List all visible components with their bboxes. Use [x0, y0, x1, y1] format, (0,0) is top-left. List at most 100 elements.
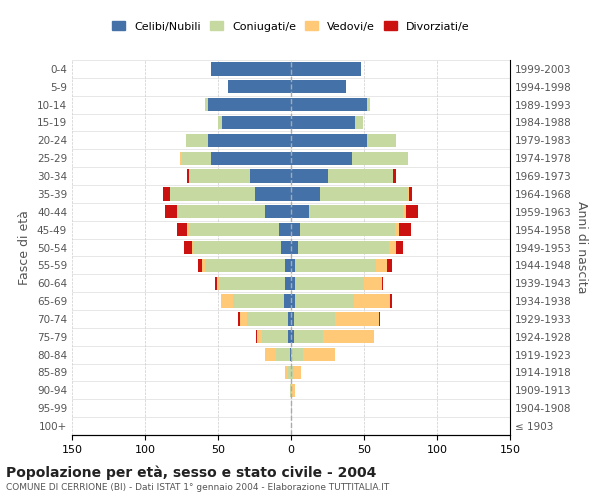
- Bar: [291, 258, 295, 272]
- Bar: [292, 384, 295, 397]
- Bar: [288, 330, 291, 344]
- Bar: [192, 241, 193, 254]
- Bar: [403, 205, 406, 218]
- Bar: [291, 134, 367, 147]
- Bar: [355, 116, 362, 129]
- Bar: [367, 98, 370, 112]
- Bar: [290, 384, 291, 397]
- Bar: [265, 205, 291, 218]
- Bar: [408, 187, 409, 200]
- Bar: [291, 348, 302, 362]
- Bar: [291, 80, 346, 94]
- Bar: [184, 241, 192, 254]
- Bar: [247, 312, 288, 326]
- Bar: [211, 62, 291, 76]
- Bar: [328, 170, 393, 183]
- Bar: [291, 366, 294, 379]
- Bar: [300, 223, 395, 236]
- Bar: [382, 276, 383, 290]
- Bar: [223, 116, 291, 129]
- Bar: [379, 312, 380, 326]
- Bar: [288, 312, 291, 326]
- Bar: [281, 241, 291, 254]
- Bar: [256, 330, 257, 344]
- Bar: [291, 402, 292, 415]
- Bar: [291, 294, 295, 308]
- Bar: [250, 170, 291, 183]
- Bar: [280, 223, 291, 236]
- Bar: [262, 330, 288, 344]
- Bar: [170, 187, 254, 200]
- Bar: [187, 170, 189, 183]
- Bar: [294, 312, 335, 326]
- Bar: [295, 258, 376, 272]
- Bar: [211, 152, 291, 165]
- Bar: [367, 134, 396, 147]
- Text: Popolazione per età, sesso e stato civile - 2004: Popolazione per età, sesso e stato civil…: [6, 465, 376, 479]
- Bar: [291, 116, 355, 129]
- Bar: [284, 294, 291, 308]
- Bar: [291, 330, 294, 344]
- Bar: [197, 258, 202, 272]
- Bar: [218, 116, 223, 129]
- Bar: [294, 366, 301, 379]
- Bar: [220, 276, 285, 290]
- Bar: [277, 348, 290, 362]
- Bar: [233, 294, 284, 308]
- Bar: [302, 348, 335, 362]
- Bar: [257, 330, 262, 344]
- Bar: [254, 187, 291, 200]
- Bar: [208, 98, 291, 112]
- Bar: [395, 223, 399, 236]
- Bar: [189, 223, 280, 236]
- Bar: [288, 366, 291, 379]
- Bar: [285, 276, 291, 290]
- Bar: [177, 205, 265, 218]
- Bar: [291, 187, 320, 200]
- Bar: [320, 187, 408, 200]
- Y-axis label: Anni di nascita: Anni di nascita: [575, 201, 588, 294]
- Bar: [295, 276, 364, 290]
- Bar: [291, 384, 292, 397]
- Bar: [285, 366, 288, 379]
- Bar: [396, 241, 403, 254]
- Bar: [177, 223, 187, 236]
- Bar: [388, 258, 392, 272]
- Bar: [393, 170, 396, 183]
- Bar: [182, 152, 211, 165]
- Bar: [406, 205, 418, 218]
- Bar: [202, 258, 205, 272]
- Bar: [291, 62, 361, 76]
- Bar: [323, 330, 374, 344]
- Y-axis label: Fasce di età: Fasce di età: [19, 210, 31, 285]
- Bar: [180, 152, 182, 165]
- Bar: [354, 294, 390, 308]
- Bar: [208, 134, 291, 147]
- Bar: [409, 187, 412, 200]
- Bar: [294, 330, 323, 344]
- Bar: [205, 98, 208, 112]
- Bar: [240, 312, 247, 326]
- Bar: [189, 170, 250, 183]
- Bar: [221, 294, 233, 308]
- Bar: [291, 276, 295, 290]
- Bar: [238, 312, 240, 326]
- Bar: [291, 170, 328, 183]
- Bar: [364, 276, 382, 290]
- Legend: Celibi/Nubili, Coniugati/e, Vedovi/e, Divorziati/e: Celibi/Nubili, Coniugati/e, Vedovi/e, Di…: [108, 17, 474, 36]
- Bar: [298, 241, 389, 254]
- Bar: [166, 205, 177, 218]
- Bar: [399, 223, 411, 236]
- Bar: [285, 258, 291, 272]
- Bar: [291, 205, 308, 218]
- Bar: [291, 98, 367, 112]
- Bar: [291, 241, 298, 254]
- Bar: [291, 152, 352, 165]
- Text: COMUNE DI CERRIONE (BI) - Dati ISTAT 1° gennaio 2004 - Elaborazione TUTTITALIA.I: COMUNE DI CERRIONE (BI) - Dati ISTAT 1° …: [6, 482, 389, 492]
- Bar: [352, 152, 408, 165]
- Bar: [335, 312, 379, 326]
- Bar: [228, 80, 291, 94]
- Bar: [186, 134, 208, 147]
- Bar: [193, 241, 281, 254]
- Bar: [290, 348, 291, 362]
